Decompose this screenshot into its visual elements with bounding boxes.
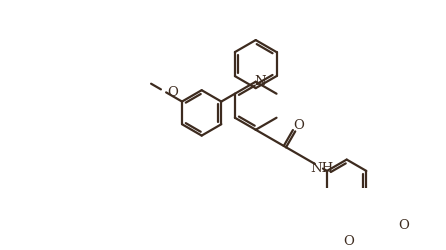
Text: NH: NH xyxy=(310,162,334,174)
Text: O: O xyxy=(398,219,409,232)
Text: O: O xyxy=(343,235,354,248)
Text: N: N xyxy=(254,75,266,88)
Text: O: O xyxy=(293,118,304,132)
Text: O: O xyxy=(167,86,178,99)
